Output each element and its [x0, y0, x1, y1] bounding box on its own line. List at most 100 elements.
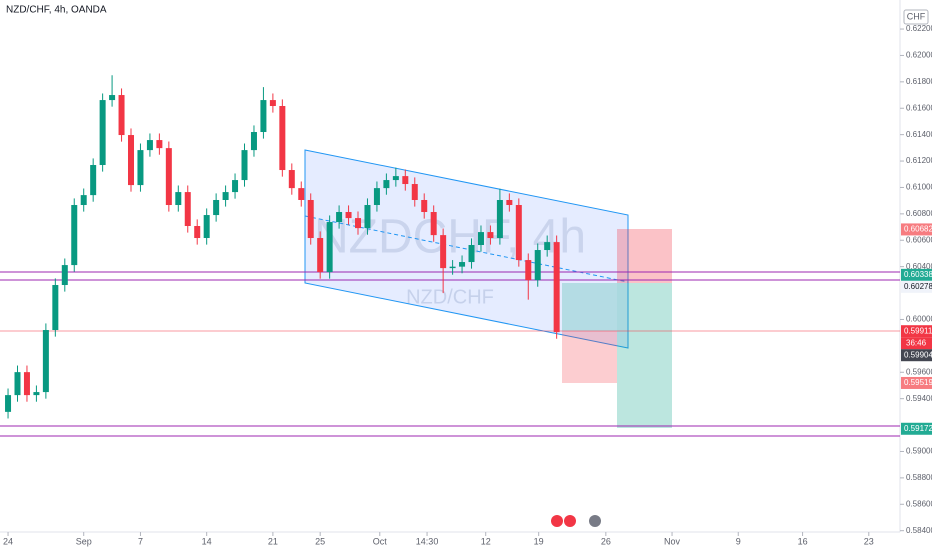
- candle-body: [288, 170, 295, 189]
- long-target-zone: [562, 283, 617, 331]
- price-label: 0.60338: [904, 270, 932, 279]
- candle-body: [298, 188, 305, 200]
- x-tick-label: 26: [601, 536, 611, 546]
- candle-body: [525, 260, 532, 281]
- candle-body: [383, 180, 390, 189]
- candle-body: [128, 135, 135, 186]
- candle-body: [459, 262, 466, 267]
- price-label-box: [901, 376, 932, 389]
- candle-body: [402, 176, 409, 185]
- candle-body: [430, 212, 437, 236]
- x-tick-label: 19: [534, 536, 544, 546]
- candle-body: [364, 205, 371, 229]
- candle-body: [477, 232, 484, 246]
- candle-body: [52, 285, 59, 331]
- candle-body: [109, 95, 116, 101]
- price-label: 0.59519: [904, 378, 932, 387]
- countdown-box: [901, 337, 932, 350]
- candle-body: [506, 199, 513, 206]
- candle-body: [250, 132, 257, 151]
- candle-body: [279, 106, 286, 171]
- x-tick-label: 9: [736, 536, 741, 546]
- candle-body: [71, 205, 78, 266]
- price-label-box: [901, 280, 932, 293]
- candle-body: [42, 330, 49, 393]
- candle-body: [373, 188, 380, 206]
- currency-box: [903, 9, 929, 25]
- candle-body: [156, 140, 163, 149]
- watermark-sub: NZD/CHF: [406, 286, 494, 308]
- candle-body: [203, 215, 210, 239]
- x-tick-label: 21: [268, 536, 278, 546]
- candle-body: [355, 218, 362, 229]
- price-label-box: [901, 223, 932, 236]
- event-icon[interactable]: [551, 515, 563, 527]
- x-tick-label: Nov: [664, 536, 681, 546]
- x-tick-label: 7: [138, 536, 143, 546]
- candle-body: [118, 95, 125, 136]
- x-tick-label: 16: [798, 536, 808, 546]
- long-stop-zone: [562, 331, 617, 383]
- x-tick-label: 25: [315, 536, 325, 546]
- price-label: 0.59904: [904, 350, 932, 359]
- countdown: 36:46: [906, 338, 927, 347]
- candle-body: [269, 100, 276, 107]
- candle-body: [515, 205, 522, 261]
- price-label-box: [901, 268, 932, 281]
- candle-body: [194, 226, 201, 239]
- price-label-box: [901, 422, 932, 435]
- candle-body: [23, 372, 30, 396]
- short-stop-zone: [617, 229, 672, 283]
- candle-body: [222, 192, 229, 200]
- candle-body: [241, 150, 248, 181]
- candle-body: [184, 192, 191, 227]
- candle-body: [99, 100, 106, 166]
- candle-body: [90, 165, 97, 196]
- event-icon[interactable]: [589, 515, 601, 527]
- candle-body: [80, 195, 87, 206]
- candle-body: [392, 176, 399, 181]
- channel-midline: [304, 215, 629, 283]
- short-target-zone: [617, 283, 672, 428]
- y-tick-label: 0.58400: [906, 526, 932, 535]
- candle-body: [487, 232, 494, 239]
- x-tick-label: 23: [864, 536, 874, 546]
- candle-body: [553, 242, 560, 333]
- candle-body: [213, 199, 220, 216]
- candle-body: [345, 212, 352, 219]
- candle-body: [137, 150, 144, 186]
- candle-body: [336, 212, 343, 223]
- candle-body: [421, 199, 428, 213]
- candle-body: [175, 192, 182, 206]
- candle-body: [5, 395, 12, 412]
- x-tick-label: 14: [202, 536, 212, 546]
- x-tick-label: Oct: [373, 536, 388, 546]
- candle-body: [534, 250, 541, 281]
- candle-body: [317, 238, 324, 273]
- candle-body: [326, 222, 333, 273]
- candle-body: [260, 100, 267, 133]
- candle-body: [496, 199, 503, 239]
- event-icon[interactable]: [564, 515, 576, 527]
- candle-body: [61, 265, 68, 286]
- price-label-box: [901, 325, 932, 338]
- x-tick-label: 12: [481, 536, 491, 546]
- currency: CHF: [907, 11, 926, 21]
- candle-body: [440, 235, 447, 269]
- candle-body: [307, 199, 314, 239]
- x-tick-label: Sep: [76, 536, 92, 546]
- candle-body: [33, 392, 40, 396]
